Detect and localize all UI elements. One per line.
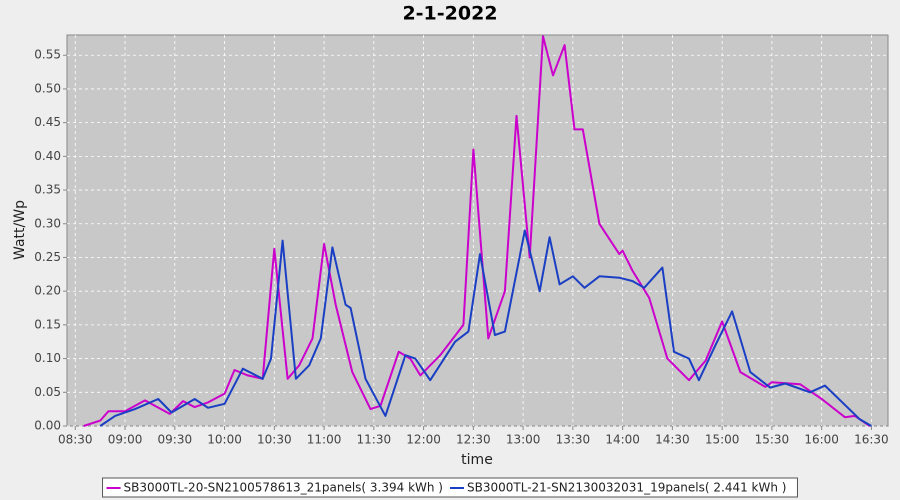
x-tick-label: 15:30: [755, 433, 790, 447]
series-line: [83, 35, 871, 427]
y-tick-label: 0.30: [34, 216, 61, 230]
y-tick-label: 0.25: [34, 250, 61, 264]
x-tick-label: 10:30: [257, 433, 292, 447]
legend-label: SB3000TL-21-SN2130032031_19panels( 2.441…: [467, 481, 786, 495]
x-tick-label: 08:30: [58, 433, 93, 447]
chart-title: 2-1-2022: [402, 3, 497, 25]
x-tick-label: 09:00: [108, 433, 143, 447]
series-line: [99, 229, 872, 427]
y-tick-label: 0.40: [34, 149, 61, 163]
y-tick-label: 0.55: [34, 48, 61, 62]
x-tick-label: 11:30: [357, 433, 392, 447]
x-tick-label: 16:30: [854, 433, 889, 447]
y-tick-label: 0.15: [34, 317, 61, 331]
y-axis-label: Watt/Wp: [12, 200, 28, 260]
y-tick-label: 0.05: [34, 385, 61, 399]
x-tick-label: 12:00: [406, 433, 441, 447]
y-tick-label: 0.35: [34, 183, 61, 197]
x-tick-label: 10:00: [207, 433, 242, 447]
y-tick-label: 0.10: [34, 351, 61, 365]
x-tick-label: 13:30: [556, 433, 591, 447]
y-tick-label: 0.50: [34, 81, 61, 95]
legend: SB3000TL-20-SN2100578613_21panels( 3.394…: [102, 477, 798, 498]
y-tick-label: 0.00: [34, 419, 61, 433]
x-tick-label: 14:30: [655, 433, 690, 447]
x-axis-label: time: [461, 452, 493, 468]
x-tick-label: 11:00: [307, 433, 342, 447]
x-tick-label: 15:00: [705, 433, 740, 447]
y-tick-label: 0.20: [34, 284, 61, 298]
x-tick-label: 14:00: [605, 433, 640, 447]
legend-label: SB3000TL-20-SN2100578613_21panels( 3.394…: [124, 481, 443, 495]
x-tick-label: 16:00: [804, 433, 839, 447]
x-tick-label: 09:30: [158, 433, 193, 447]
x-tick-label: 12:30: [456, 433, 491, 447]
x-tick-label: 13:00: [506, 433, 541, 447]
plot-area: [66, 34, 889, 427]
y-tick-label: 0.45: [34, 115, 61, 129]
